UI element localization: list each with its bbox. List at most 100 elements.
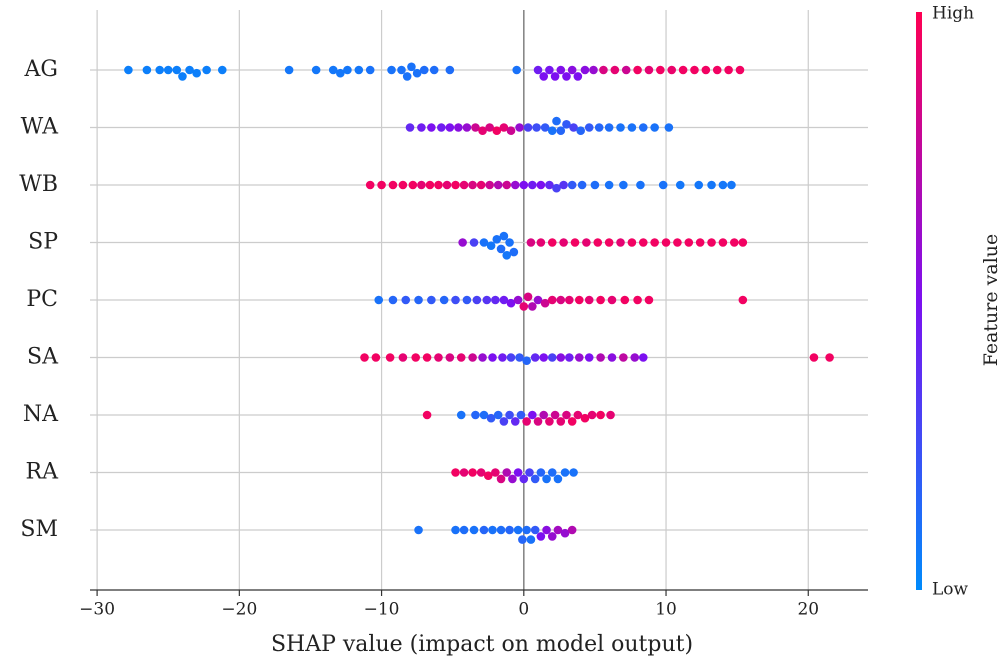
- dot: [407, 62, 416, 72]
- dot: [398, 180, 408, 190]
- x-axis-label: SHAP value (impact on model output): [271, 632, 693, 657]
- dot: [417, 180, 426, 190]
- dot: [599, 65, 608, 75]
- dot: [163, 65, 173, 75]
- dot: [658, 180, 668, 190]
- dot: [485, 180, 494, 190]
- dot: [439, 295, 449, 305]
- x-tick-label: 0: [518, 600, 529, 620]
- dot: [559, 238, 568, 247]
- dot: [492, 126, 502, 135]
- dot: [530, 353, 540, 362]
- dot: [515, 353, 524, 362]
- dot: [469, 525, 479, 535]
- dot: [550, 410, 560, 420]
- dot: [650, 123, 659, 132]
- dot: [616, 238, 625, 247]
- dot: [547, 532, 557, 541]
- dot: [559, 180, 568, 190]
- dot: [172, 65, 182, 75]
- dot: [434, 180, 443, 190]
- dot: [505, 525, 514, 535]
- x-tick-label: −20: [221, 600, 257, 620]
- x-tick-label: −10: [364, 600, 400, 620]
- x-tick-label: −30: [79, 600, 115, 620]
- dot: [523, 292, 533, 302]
- dot: [553, 525, 563, 535]
- dot: [633, 295, 642, 305]
- dot: [178, 72, 187, 81]
- dot: [532, 123, 541, 132]
- dot: [483, 471, 493, 481]
- dot: [456, 353, 466, 362]
- dot: [491, 468, 500, 477]
- dot: [560, 468, 570, 477]
- dot: [695, 238, 705, 247]
- dot: [493, 180, 503, 190]
- dot: [556, 353, 566, 362]
- dot: [523, 123, 533, 132]
- dot: [690, 65, 699, 75]
- dot: [562, 72, 571, 81]
- dot: [387, 65, 396, 75]
- dot: [607, 353, 617, 362]
- dot: [594, 123, 604, 132]
- dot: [192, 68, 201, 78]
- dot: [519, 180, 529, 190]
- dot: [545, 65, 554, 75]
- dot: [385, 353, 395, 362]
- dot: [576, 126, 585, 135]
- dot: [545, 180, 554, 190]
- y-tick-label: AG: [24, 57, 58, 82]
- x-tick-label: 20: [797, 600, 819, 620]
- dot: [469, 238, 479, 247]
- dot: [545, 417, 554, 426]
- dot: [718, 180, 728, 190]
- dot: [584, 123, 594, 132]
- dot: [644, 65, 654, 75]
- dot: [343, 65, 352, 75]
- dot: [633, 65, 642, 75]
- dot: [462, 123, 472, 132]
- dot: [496, 244, 506, 254]
- dot: [434, 353, 443, 362]
- dot: [542, 474, 551, 484]
- dot: [593, 238, 603, 247]
- dot: [499, 295, 509, 305]
- dot: [516, 410, 526, 420]
- dot: [498, 353, 507, 362]
- colorbar: [916, 12, 922, 590]
- dot: [451, 180, 460, 190]
- dot: [606, 410, 615, 420]
- dot: [513, 525, 523, 535]
- dot: [476, 180, 486, 190]
- y-tick-label: WB: [19, 172, 58, 197]
- dot: [519, 474, 529, 484]
- dot: [567, 65, 577, 75]
- dot: [610, 65, 620, 75]
- dot: [471, 410, 480, 420]
- dot: [354, 65, 364, 75]
- dot: [451, 525, 460, 535]
- dot: [596, 353, 605, 362]
- dot: [567, 525, 577, 535]
- dot: [569, 123, 578, 132]
- dot: [496, 474, 506, 484]
- dot: [684, 238, 694, 247]
- dot: [582, 238, 591, 247]
- dot: [627, 123, 637, 132]
- dot: [638, 353, 648, 362]
- dot: [616, 123, 625, 132]
- dot: [577, 180, 587, 190]
- dot: [560, 528, 570, 538]
- dot: [574, 295, 584, 305]
- dot: [570, 238, 580, 247]
- dot: [442, 180, 452, 190]
- dot: [552, 116, 561, 126]
- dot: [445, 123, 455, 132]
- dot: [604, 180, 614, 190]
- dot: [738, 295, 748, 305]
- dot: [499, 123, 509, 132]
- dot: [522, 417, 531, 426]
- dot: [539, 410, 549, 420]
